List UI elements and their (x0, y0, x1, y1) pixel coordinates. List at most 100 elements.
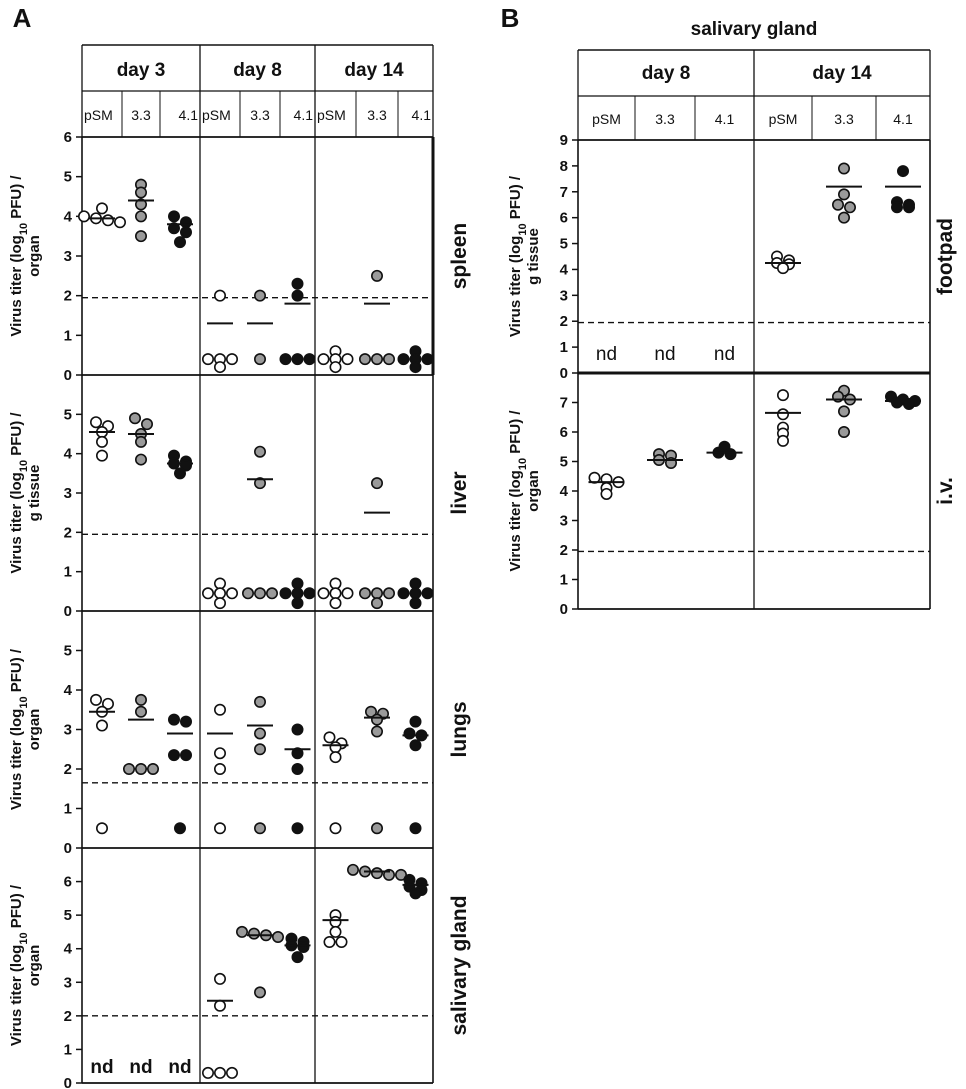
data-point (394, 868, 407, 881)
data-point (409, 887, 422, 900)
organ-label-text: liver (448, 471, 471, 514)
data-point (329, 361, 342, 374)
data-point (90, 416, 103, 429)
data-point (329, 587, 342, 600)
panel-a-label: A (13, 3, 32, 33)
data-point (409, 715, 422, 728)
y-tick-label: 0 (64, 1075, 72, 1089)
y-axis-label: Virus titer (log10 PFU) /g tissue (507, 175, 542, 337)
data-point (114, 216, 127, 229)
strain-header: 4.1 (412, 107, 432, 123)
data-point (335, 935, 348, 948)
data-point (323, 935, 336, 948)
data-point (370, 822, 383, 835)
data-point (303, 353, 316, 366)
data-point (254, 587, 267, 600)
data-point (403, 727, 416, 740)
y-axis-label-line1: Virus titer (log10 PFU) / (8, 412, 30, 574)
y-tick-label: 1 (560, 339, 568, 356)
data-point (254, 695, 267, 708)
data-point (409, 361, 422, 374)
y-tick-label: 0 (560, 365, 568, 382)
panel-b-label: B (501, 3, 520, 33)
data-point (370, 867, 383, 880)
data-point (291, 762, 304, 775)
data-point (358, 587, 371, 600)
data-point (168, 749, 181, 762)
data-point (135, 693, 148, 706)
day-header: day 14 (812, 63, 872, 84)
y-axis-label-line1: Virus titer (log10 PFU) / (507, 175, 529, 337)
y-axis-label-line2: g tissue (525, 228, 542, 285)
data-point (291, 353, 304, 366)
data-point (248, 927, 261, 940)
y-axis-label-line1: Virus titer (log10 PFU) / (8, 884, 30, 1046)
data-point (382, 587, 395, 600)
data-point (291, 723, 304, 736)
y-tick-label: 0 (64, 367, 72, 384)
data-point (291, 597, 304, 610)
data-point (214, 289, 227, 302)
data-point (329, 597, 342, 610)
data-point (370, 269, 383, 282)
data-point (902, 201, 915, 214)
data-point (202, 587, 215, 600)
data-point (254, 727, 267, 740)
organ-label-text: spleen (448, 223, 471, 290)
organ-label: salivary gland (448, 895, 471, 1035)
y-tick-label: 1 (560, 572, 568, 589)
data-point (214, 703, 227, 716)
data-point (202, 1066, 215, 1079)
data-point (168, 713, 181, 726)
data-point (202, 353, 215, 366)
data-point (346, 863, 359, 876)
data-point (291, 822, 304, 835)
panel-b-title: salivary gland (691, 19, 818, 40)
y-tick-label: 1 (64, 564, 72, 581)
data-point (236, 925, 249, 938)
data-point (135, 198, 148, 211)
data-point (297, 941, 310, 954)
data-point (254, 822, 267, 835)
data-point (409, 822, 422, 835)
row-salivary-gland: 0 1 2 3 4 5 6 Virus titer (log10 PFU) /organ sal… (8, 847, 471, 1089)
data-point (397, 587, 410, 600)
organ-label-text: lungs (448, 702, 471, 758)
y-axis-label: Virus titer (log10 PFU) /organ (507, 410, 542, 572)
data-point (421, 587, 434, 600)
data-point (168, 210, 181, 223)
strain-header: 3.3 (131, 107, 151, 123)
data-point (180, 715, 193, 728)
data-point (174, 822, 187, 835)
row-liver: 0 1 2 3 4 5 Virus titer (log10 PFU) /g tissue l… (8, 374, 471, 620)
y-tick-label: 4 (64, 446, 73, 463)
data-point (890, 201, 903, 214)
data-point (279, 587, 292, 600)
y-axis-label-line2: g tissue (26, 465, 43, 522)
data-point (303, 587, 316, 600)
data-point (214, 1066, 227, 1079)
y-tick-label: 6 (64, 874, 72, 891)
y-tick-label: 4 (64, 682, 73, 699)
route-label: footpad (934, 218, 957, 295)
data-point (214, 972, 227, 985)
day-header: day 8 (642, 63, 691, 84)
data-point (135, 762, 148, 775)
data-point (254, 445, 267, 458)
data-point (135, 230, 148, 243)
data-point (214, 577, 227, 590)
y-tick-label: 4 (560, 261, 569, 278)
data-point (242, 587, 255, 600)
data-point (135, 705, 148, 718)
data-point (317, 353, 330, 366)
strain-header: pSM (317, 107, 346, 123)
data-point (102, 697, 115, 710)
data-point (341, 587, 354, 600)
data-point (837, 188, 850, 201)
y-axis-label-line1: Virus titer (log10 PFU) / (507, 410, 529, 572)
y-tick-label: 1 (64, 327, 72, 344)
data-point (329, 822, 342, 835)
row-lungs: 0 1 2 3 4 5 Virus titer (log10 PFU) /organ lung… (8, 610, 471, 857)
y-tick-label: 0 (64, 840, 72, 857)
